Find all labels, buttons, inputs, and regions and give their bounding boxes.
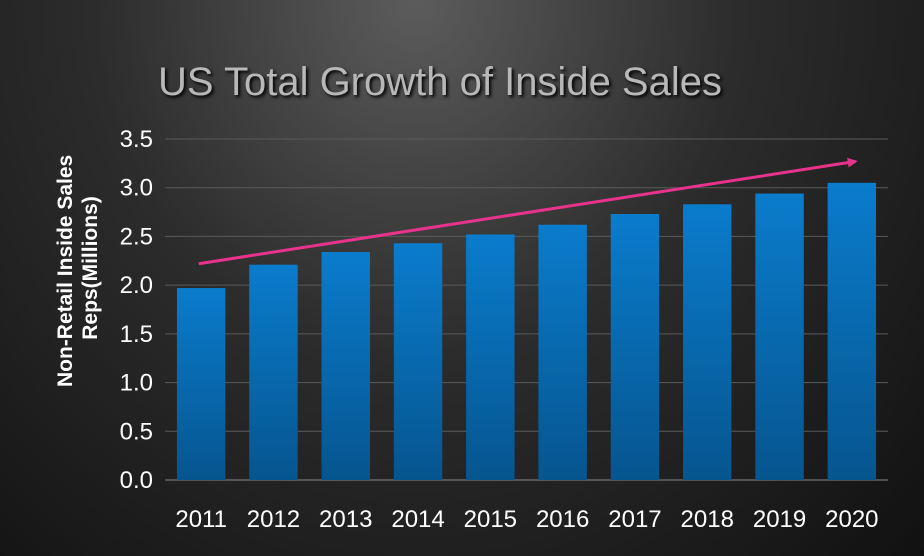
trend-arrow: [198, 157, 858, 266]
bar-2014: [393, 243, 443, 480]
chart-title: US Total Growth of Inside Sales: [158, 60, 722, 104]
y-tick-label: 1.5: [120, 321, 153, 348]
x-axis-ticks: 2011 2012 2013 2014 2015 2016 2017 2018 2019 2020: [175, 506, 878, 533]
bars: [176, 182, 877, 481]
bar-2015: [466, 234, 515, 480]
bar-2020: [827, 182, 877, 481]
y-tick-label: 0.0: [120, 467, 153, 494]
bar-2011: [176, 288, 226, 480]
x-tick-label: 2020: [825, 506, 878, 533]
x-tick-label: 2011: [175, 506, 227, 533]
y-tick-label: 0.5: [120, 418, 153, 445]
bar-2018: [683, 204, 732, 480]
bar-2017: [610, 214, 660, 480]
y-axis-label-line-2: Reps(Millions): [79, 196, 102, 340]
y-tick-label: 1.0: [120, 370, 153, 397]
x-tick-label: 2014: [391, 506, 444, 533]
bar-2013: [321, 252, 370, 480]
x-tick-label: 2017: [608, 506, 661, 533]
y-tick-label: 3.5: [120, 126, 153, 153]
y-axis-ticks: 0.0 0.5 1.0 1.5 2.0 2.5 3.0 3.5: [120, 126, 153, 494]
y-axis-label: Non-Retail Inside Sales Reps(Millions): [54, 149, 102, 387]
y-axis-label-line-1: Non-Retail Inside Sales: [54, 155, 77, 387]
x-tick-label: 2015: [464, 506, 517, 533]
x-tick-label: 2018: [681, 506, 734, 533]
bar-2019: [755, 193, 804, 480]
x-tick-label: 2016: [536, 506, 589, 533]
y-tick-label: 2.0: [120, 272, 153, 299]
bar-2016: [538, 224, 587, 480]
bar-2012: [249, 264, 298, 480]
x-tick-label: 2013: [319, 506, 372, 533]
x-tick-label: 2019: [753, 506, 806, 533]
y-tick-label: 2.5: [120, 223, 153, 250]
y-tick-label: 3.0: [120, 175, 153, 202]
x-tick-label: 2012: [247, 506, 300, 533]
